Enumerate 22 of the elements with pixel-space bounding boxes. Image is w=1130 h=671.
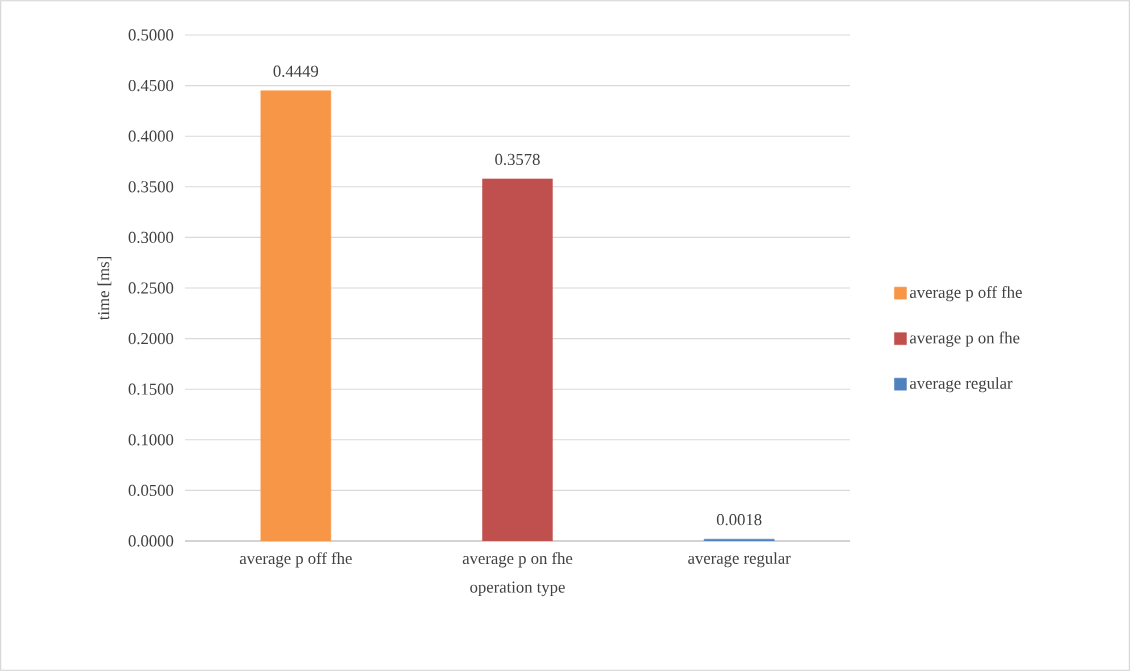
- y-tick-label: 0.0500: [128, 484, 174, 497]
- y-tick-label: 0.1500: [128, 383, 174, 395]
- x-tick-label: average p off fhe: [239, 552, 352, 568]
- y-tick-label: 0.4000: [128, 130, 174, 142]
- y-tick-label: 0.2000: [128, 332, 174, 345]
- legend-label: average p on fhe: [909, 331, 1020, 347]
- legend-label: average regular: [909, 377, 1013, 393]
- y-tick-label: 0.5000: [128, 29, 174, 41]
- x-tick-label: average p on fhe: [462, 552, 573, 568]
- y-tick-label: 0.1000: [128, 434, 174, 446]
- y-tick-label: 0.4500: [128, 79, 174, 92]
- x-tick-label: average regular: [688, 552, 791, 568]
- data-label: 0.3578: [495, 153, 540, 166]
- legend-label: average p off fhe: [909, 286, 1022, 302]
- x-axis-title: operation type: [470, 581, 565, 597]
- data-label: 0.4449: [273, 65, 319, 77]
- data-label: 0.0018: [716, 514, 762, 526]
- y-tick-label: 0.2500: [128, 282, 174, 294]
- y-axis-title: time [ms]: [97, 257, 112, 320]
- y-tick-label: 0.3500: [128, 181, 174, 193]
- y-tick-label: 0.3000: [128, 231, 174, 244]
- y-tick-label: 0.0000: [128, 535, 174, 547]
